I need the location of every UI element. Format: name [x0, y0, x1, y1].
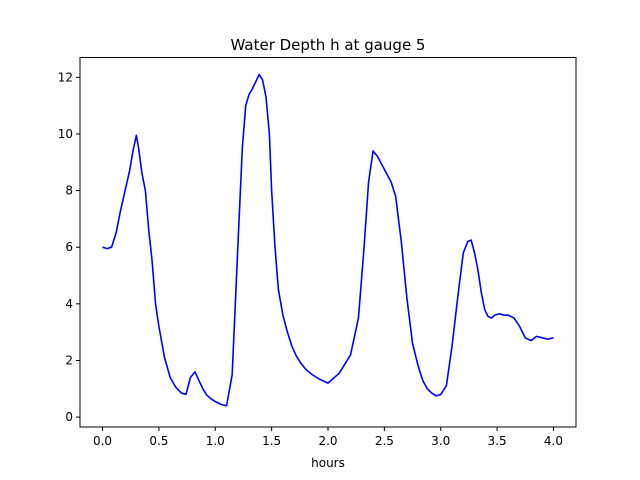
x-tick-label: 0.5	[149, 434, 168, 448]
series-line	[102, 73, 554, 407]
y-tick-label: 4	[65, 297, 73, 311]
chart-title: Water Depth h at gauge 5	[231, 36, 426, 54]
x-tick-label: 0.0	[93, 434, 112, 448]
plot-frame	[79, 57, 577, 428]
y-tick-label: 12	[58, 70, 73, 84]
x-tick-label: 3.5	[488, 434, 507, 448]
x-tick-label: 4.0	[544, 434, 563, 448]
y-tick-label: 8	[65, 184, 73, 198]
y-tick-label: 2	[65, 353, 73, 367]
x-tick-label: 3.0	[431, 434, 450, 448]
x-tick-label: 1.0	[206, 434, 225, 448]
x-tick-label: 2.0	[318, 434, 337, 448]
x-tick-label: 1.5	[262, 434, 281, 448]
y-tick-label: 0	[65, 410, 73, 424]
x-axis: 0.0 0.5 1.0 1.5 2.0 2.5 3.0 3.5 4.0	[93, 427, 563, 448]
y-tick-label: 10	[58, 127, 73, 141]
y-tick-label: 6	[65, 240, 73, 254]
y-axis: 0 2 4 6 8 10 12	[58, 70, 80, 424]
x-axis-label: hours	[311, 456, 345, 470]
x-tick-label: 2.5	[375, 434, 394, 448]
plot-area	[102, 73, 554, 407]
